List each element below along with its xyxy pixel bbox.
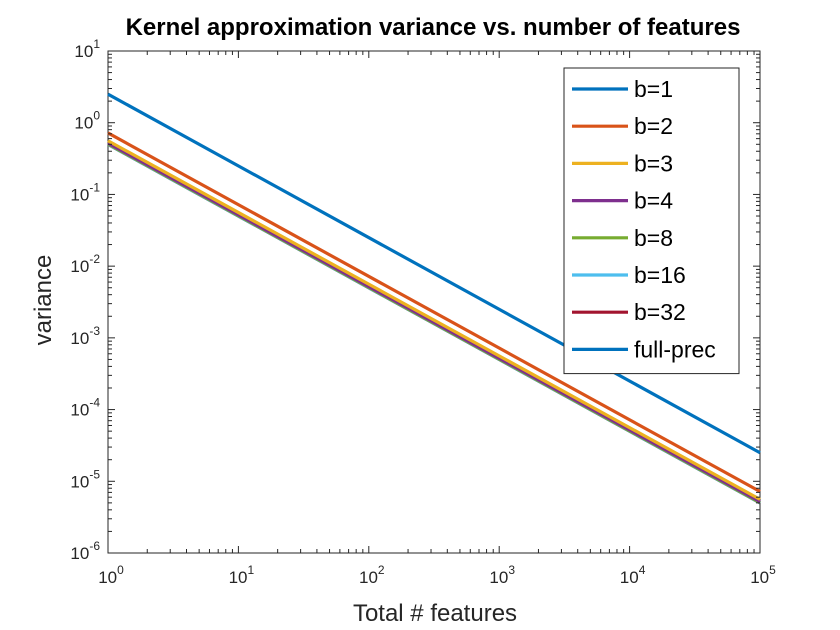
legend-label: b=4 — [634, 188, 673, 214]
x-tick-label: 103 — [489, 563, 515, 587]
legend-label: b=16 — [634, 262, 686, 288]
y-tick-label: 10-2 — [70, 252, 100, 276]
y-tick-label: 101 — [74, 37, 100, 61]
x-tick-label: 101 — [229, 563, 255, 587]
y-tick-label: 10-6 — [70, 539, 100, 563]
y-tick-label: 10-5 — [70, 467, 100, 491]
x-tick-label: 100 — [98, 563, 124, 587]
chart-title: Kernel approximation variance vs. number… — [126, 14, 741, 41]
x-tick-label: 105 — [750, 563, 776, 587]
legend-box — [563, 67, 740, 375]
series-layer — [107, 92, 761, 505]
y-tick-label: 100 — [74, 109, 100, 133]
x-tick-label: 102 — [359, 563, 385, 587]
legend-label: b=8 — [634, 225, 673, 251]
x-tick-label: 104 — [620, 563, 646, 587]
legend: b=1 b=2 b=3 b=4 b=8 b=16 b=32 full-prec — [563, 67, 740, 375]
y-tick-label: 10-3 — [70, 324, 100, 348]
y-tick-label: 10-1 — [70, 180, 100, 204]
y-tick-label: 10-4 — [70, 396, 100, 420]
series-line-b=2 — [107, 131, 761, 493]
legend-label: b=32 — [634, 299, 686, 325]
legend-label: b=3 — [634, 150, 673, 176]
y-axis-ticks: 10-6 10-5 10-4 10-3 10-2 10-1 100 101 — [70, 37, 760, 563]
legend-label: b=2 — [634, 113, 673, 139]
x-axis-ticks: 100 101 102 103 104 105 — [98, 51, 776, 587]
y-axis-label: variance — [30, 255, 57, 346]
x-axis-label: Total # features — [353, 600, 517, 627]
series-line-b=4 — [107, 141, 761, 504]
series-line-b=3 — [107, 139, 761, 501]
series-line-b=1 — [107, 92, 761, 455]
legend-label: b=1 — [634, 76, 673, 102]
legend-label: full-prec — [634, 336, 716, 362]
